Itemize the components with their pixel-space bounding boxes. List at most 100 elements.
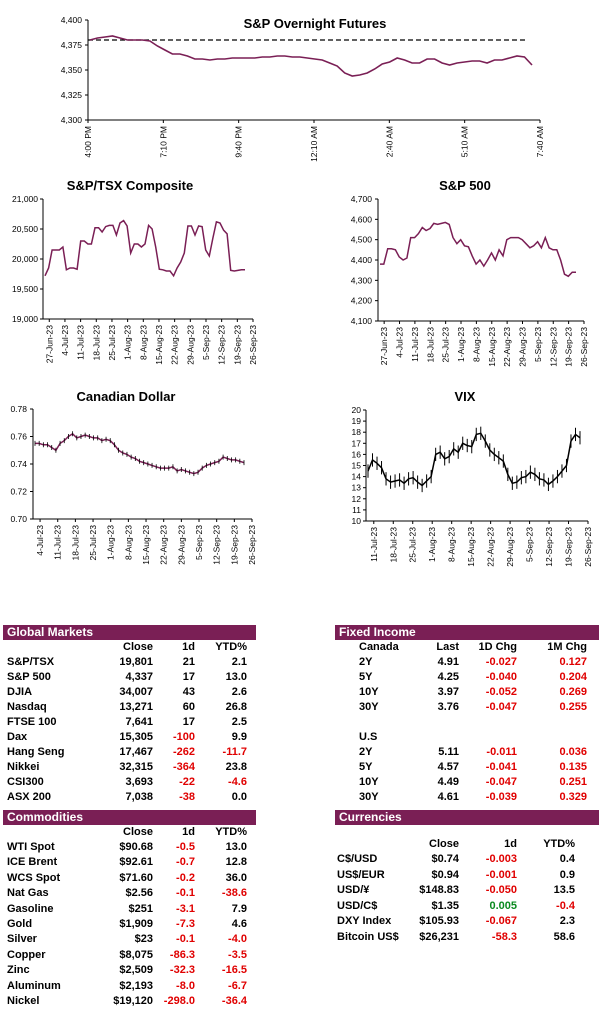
col-close: Close (429, 838, 459, 850)
row-label: WTI Spot (7, 841, 55, 853)
row-last: 4.91 (437, 656, 459, 668)
row-close: 4,337 (125, 671, 153, 683)
fixed-income-us-headers: U.S (335, 730, 599, 745)
col-close: Close (123, 641, 153, 653)
row-1m-chg: 0.255 (559, 701, 587, 713)
fixed-income-header: Fixed Income (335, 625, 599, 640)
series-line (89, 35, 533, 77)
row-close: $90.68 (119, 841, 153, 853)
table-row: ICE Brent $92.61 -0.7 12.8 (3, 855, 256, 870)
row-ytd: -6.7 (228, 979, 247, 992)
row-1d: -262 (172, 746, 195, 758)
x-tick-label: 29-Aug-23 (185, 325, 195, 365)
row-1m-chg: 0.269 (559, 686, 587, 698)
series-line (367, 432, 581, 487)
row-label: S&P 500 (7, 671, 51, 683)
table-row: WTI Spot $90.68 -0.5 13.0 (3, 840, 256, 855)
x-tick-label: 8-Aug-23 (447, 527, 457, 562)
x-tick-label: 11-Jul-23 (369, 527, 379, 562)
x-tick-label: 25-Jul-23 (88, 525, 98, 561)
col-ytd: YTD% (543, 838, 575, 850)
row-label: DJIA (7, 686, 33, 698)
table-row: Silver $23 -0.1 -4.0 (3, 932, 256, 947)
row-label: Gold (7, 917, 33, 930)
y-tick-label: 16 (352, 449, 362, 459)
x-tick-label: 29-Aug-23 (176, 525, 186, 565)
table-row: Gasoline $251 -3.1 7.9 (3, 902, 256, 917)
row-1d: 60 (182, 701, 195, 713)
row-1d-chg: -0.052 (485, 686, 517, 698)
x-tick-label: 19-Sep-23 (229, 525, 239, 565)
x-tick-label: 12-Sep-23 (548, 327, 558, 367)
x-tick-label: 26-Sep-23 (579, 327, 589, 367)
x-tick-label: 11-Jul-23 (76, 325, 86, 360)
x-tick-label: 15-Aug-23 (487, 327, 497, 367)
y-tick-label: 20 (352, 405, 362, 415)
global-markets-panel: Global Markets Close 1d YTD% S&P/TSX 19,8… (3, 625, 256, 805)
table-row: 5Y 4.57 -0.041 0.135 (335, 760, 599, 775)
global-markets-column-headers: Close 1d YTD% (3, 640, 256, 655)
x-tick-label: 4:00 PM (83, 126, 93, 158)
table-row: Gold $1,909 -7.3 4.6 (3, 917, 256, 932)
row-ytd: 2.5 (231, 716, 247, 728)
table-row: 5Y 4.25 -0.040 0.204 (335, 670, 599, 685)
row-label: 2Y (359, 656, 373, 668)
y-tick-label: 17 (352, 438, 362, 448)
row-1d-chg: -0.011 (486, 746, 517, 758)
y-tick-label: 19,500 (12, 284, 38, 294)
y-tick-label: 4,200 (351, 296, 373, 306)
x-tick-label: 25-Jul-23 (408, 527, 418, 563)
row-ytd: 23.8 (225, 761, 247, 773)
row-label: 2Y (359, 746, 373, 758)
row-1m-chg: 0.127 (559, 656, 587, 668)
col-close: Close (123, 826, 153, 838)
row-last: 4.61 (437, 791, 459, 803)
x-tick-label: 1-Aug-23 (427, 527, 437, 562)
row-label: FTSE 100 (7, 716, 57, 728)
row-last: 4.25 (437, 671, 459, 683)
row-ytd: 13.0 (225, 841, 247, 853)
table-row: 10Y 4.49 -0.047 0.251 (335, 775, 599, 790)
row-1d: -0.001 (485, 868, 517, 881)
chart-title: Canadian Dollar (77, 389, 176, 404)
x-tick-label: 11-Jul-23 (410, 327, 420, 362)
row-label: Aluminum (7, 979, 61, 992)
row-close: $0.74 (431, 853, 459, 865)
commodities-rows: WTI Spot $90.68 -0.5 13.0 ICE Brent $92.61 -0.… (3, 840, 256, 1009)
row-close: $2,193 (119, 979, 153, 992)
chart-title: S&P 500 (439, 178, 491, 193)
row-label: Dax (7, 731, 28, 743)
y-tick-label: 0.76 (10, 432, 27, 442)
row-label: 10Y (359, 686, 379, 698)
col-1d-chg: 1D Chg (478, 641, 518, 653)
table-row: Nasdaq 13,271 60 26.8 (3, 700, 256, 715)
row-close: 32,315 (119, 761, 153, 773)
y-tick-label: 0.70 (10, 514, 27, 524)
table-row: DXY Index $105.93 -0.067 2.3 (335, 914, 599, 930)
row-last: 4.57 (437, 761, 459, 773)
x-tick-label: 22-Aug-23 (502, 327, 512, 367)
table-row: C$/USD $0.74 -0.003 0.4 (335, 852, 599, 868)
row-1d-chg: -0.040 (485, 671, 517, 683)
row-ytd: 2.3 (559, 915, 575, 927)
x-tick-label: 4-Jul-23 (35, 525, 45, 556)
row-ytd: 2.6 (231, 686, 247, 698)
table-row: 30Y 3.76 -0.047 0.255 (335, 700, 599, 715)
x-tick-label: 9:40 PM (234, 126, 244, 158)
table-row: USD/¥ $148.83 -0.050 13.5 (335, 883, 599, 899)
x-tick-label: 8-Aug-23 (138, 325, 148, 360)
fixed-income-us-rows: 2Y 5.11 -0.011 0.036 5Y 4.57 -0.041 0.135 10Y 4.4… (335, 745, 599, 805)
x-tick-label: 26-Sep-23 (248, 325, 258, 365)
row-close: 17,467 (119, 746, 153, 758)
row-close: $2.56 (125, 887, 153, 900)
x-tick-label: 12:10 AM (309, 126, 319, 162)
row-1d: -3.1 (176, 902, 195, 915)
row-label: ICE Brent (7, 856, 58, 869)
global-markets-rows: S&P/TSX 19,801 21 2.1 S&P 500 4,337 17 13.0 DJIA… (3, 655, 256, 805)
row-1d: -0.067 (485, 915, 517, 927)
row-ytd: -16.5 (221, 964, 247, 977)
x-tick-label: 12-Sep-23 (544, 527, 554, 567)
row-label: 5Y (359, 761, 373, 773)
x-tick-label: 18-Jul-23 (91, 325, 101, 361)
